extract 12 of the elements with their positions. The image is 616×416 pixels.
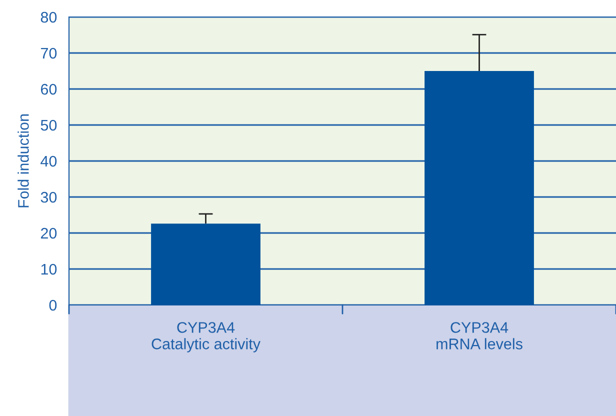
y-tick-label: 80 bbox=[40, 12, 57, 23]
x-tick-label: CYP3A4 mRNA levels bbox=[436, 322, 522, 350]
y-tick-label: 50 bbox=[40, 120, 57, 131]
y-tick-label: 0 bbox=[49, 300, 57, 311]
x-tick-label: CYP3A4 Catalytic activity bbox=[152, 322, 260, 352]
y-tick-label: 60 bbox=[40, 84, 57, 95]
y-tick-label: 30 bbox=[40, 192, 57, 203]
y-tick-label: 20 bbox=[40, 228, 57, 239]
y-tick-label: 40 bbox=[40, 156, 57, 167]
y-tick-label: 70 bbox=[40, 48, 57, 59]
y-axis-title: Fold induction bbox=[18, 114, 29, 208]
y-tick-label: 10 bbox=[41, 264, 57, 275]
